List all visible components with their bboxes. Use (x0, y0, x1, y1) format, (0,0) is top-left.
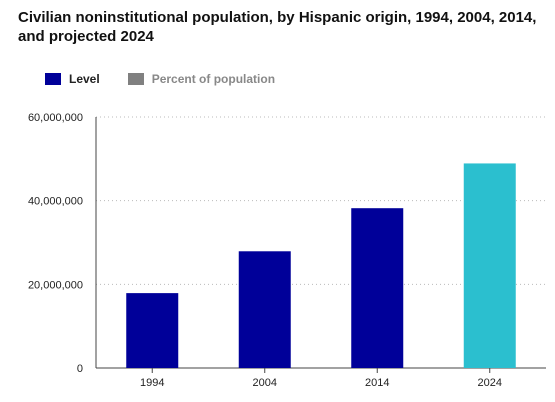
legend-label-percent: Percent of population (151, 72, 276, 86)
chart-legend: Level Percent of population (45, 72, 275, 86)
legend-label-level: Level (69, 72, 100, 86)
y-tick-label: 20,000,000 (28, 279, 83, 291)
bar-2014 (351, 208, 404, 368)
x-tick-label: 2014 (365, 377, 389, 389)
chart-title: Civilian noninstitutional population, by… (18, 9, 537, 45)
x-tick-label: 1994 (140, 377, 164, 389)
legend-swatch-percent (127, 73, 144, 85)
x-tick-label: 2024 (478, 377, 502, 389)
legend-item-level[interactable]: Level (45, 72, 100, 86)
bar-2024 (463, 163, 516, 368)
y-tick-label: 0 (77, 363, 83, 375)
legend-item-percent[interactable]: Percent of population (127, 72, 276, 86)
legend-swatch-level (45, 73, 61, 85)
bar-2004 (238, 251, 291, 368)
x-tick-label: 2004 (253, 377, 277, 389)
bar-1994 (126, 293, 179, 368)
y-tick-label: 60,000,000 (28, 112, 83, 124)
y-tick-label: 40,000,000 (28, 196, 83, 208)
